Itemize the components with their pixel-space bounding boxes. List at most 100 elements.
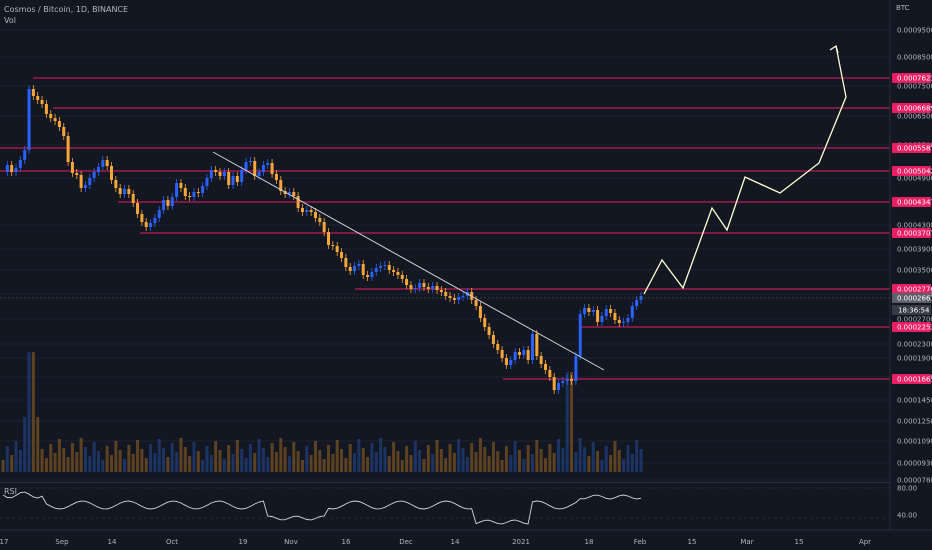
candlestick[interactable] [348,263,352,275]
candlestick[interactable] [313,208,317,222]
candlestick[interactable] [196,188,200,197]
candlestick[interactable] [565,375,569,385]
candlestick[interactable] [44,100,48,118]
candlestick[interactable] [118,184,122,198]
candlestick[interactable] [557,379,561,394]
candlestick[interactable] [244,158,248,174]
candlestick[interactable] [136,199,140,218]
candlestick[interactable] [153,214,157,227]
candlestick[interactable] [300,204,304,216]
candlestick[interactable] [92,168,96,182]
candlestick[interactable] [270,159,274,178]
candlestick[interactable] [331,241,335,250]
candlestick[interactable] [162,196,166,214]
candlestick[interactable] [292,188,296,200]
candlestick[interactable] [144,218,148,231]
candlestick[interactable] [179,179,183,192]
candlestick[interactable] [548,366,552,381]
candlestick[interactable] [261,161,265,176]
candlestick[interactable] [88,174,92,189]
candlestick[interactable] [379,262,383,272]
candlestick[interactable] [457,293,461,304]
candlestick[interactable] [157,206,161,222]
candlestick[interactable] [36,92,40,104]
candlestick[interactable] [240,166,244,186]
symbol-title[interactable]: Cosmos / Bitcoin, 1D, BINANCE [4,5,129,14]
candlestick[interactable] [53,114,57,125]
candlestick[interactable] [418,279,422,292]
candlestick[interactable] [83,181,87,192]
candlestick[interactable] [227,168,231,189]
candlestick[interactable] [235,172,239,186]
candlestick[interactable] [574,352,578,385]
candlestick[interactable] [357,260,361,270]
candlestick[interactable] [127,185,131,198]
candlestick[interactable] [266,159,270,169]
candlestick[interactable] [539,352,543,368]
candlestick[interactable] [10,161,14,176]
candlestick[interactable] [587,304,591,316]
candlestick[interactable] [175,179,179,201]
candlestick[interactable] [613,309,617,324]
candlestick[interactable] [27,85,31,154]
volume-label[interactable]: Vol [4,16,16,25]
candlestick[interactable] [166,196,170,210]
candlestick[interactable] [366,271,370,281]
candlestick[interactable] [279,176,283,195]
candlestick[interactable] [222,168,226,180]
candlestick[interactable] [509,356,513,369]
candlestick[interactable] [18,156,22,172]
candlestick[interactable] [170,193,174,210]
candlestick[interactable] [361,260,365,279]
candlestick[interactable] [123,185,127,198]
candlestick[interactable] [140,210,144,226]
candlestick[interactable] [596,306,600,326]
rsi-label[interactable]: RSI [4,487,17,496]
trendline[interactable] [212,151,605,371]
candlestick[interactable] [409,281,413,293]
candlestick[interactable] [535,330,539,360]
candlestick[interactable] [344,254,348,271]
candlestick[interactable] [340,248,344,262]
candlestick[interactable] [131,190,135,207]
candlestick[interactable] [309,206,313,216]
candlestick[interactable] [448,292,452,302]
candlestick[interactable] [491,331,495,348]
candlestick[interactable] [617,316,621,327]
candlestick[interactable] [370,268,374,281]
candlestick[interactable] [70,158,74,177]
candlestick[interactable] [248,157,252,166]
candlestick[interactable] [296,192,300,212]
candlestick[interactable] [327,228,330,249]
candlestick[interactable] [188,192,192,201]
candlestick[interactable] [396,268,400,279]
candlestick[interactable] [201,182,205,197]
candlestick[interactable] [517,348,521,359]
candlestick[interactable] [62,123,66,140]
candlestick[interactable] [622,318,626,327]
candlestick[interactable] [49,110,53,122]
candlestick[interactable] [31,85,35,100]
candlestick[interactable] [110,162,113,184]
candlestick[interactable] [392,266,396,276]
candlestick[interactable] [287,188,291,198]
candlestick[interactable] [66,132,70,166]
candlestick[interactable] [96,163,100,176]
candlestick[interactable] [105,156,109,170]
candlestick[interactable] [583,304,587,318]
candlestick[interactable] [383,261,387,270]
candlestick[interactable] [57,117,61,131]
candlestick[interactable] [335,242,339,256]
candlestick[interactable] [218,168,222,180]
candlestick[interactable] [23,146,27,164]
candlestick[interactable] [609,305,613,317]
candlestick[interactable] [483,314,487,331]
candlestick[interactable] [5,161,9,176]
candlestick[interactable] [630,302,634,322]
candlestick[interactable] [422,279,426,291]
candlestick[interactable] [75,169,79,179]
candlestick[interactable] [600,312,604,326]
candlestick[interactable] [478,302,482,322]
projection-path[interactable] [643,45,847,295]
